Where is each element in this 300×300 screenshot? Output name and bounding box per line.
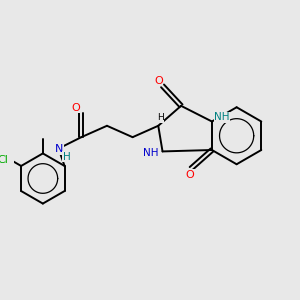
Text: N: N	[55, 144, 64, 154]
Text: O: O	[185, 170, 194, 180]
Text: O: O	[72, 103, 81, 113]
Text: H: H	[63, 152, 70, 162]
Text: NH: NH	[214, 112, 230, 122]
Text: O: O	[154, 76, 163, 86]
Text: NH: NH	[143, 148, 159, 158]
Text: Cl: Cl	[0, 154, 9, 164]
Text: H: H	[157, 113, 164, 122]
